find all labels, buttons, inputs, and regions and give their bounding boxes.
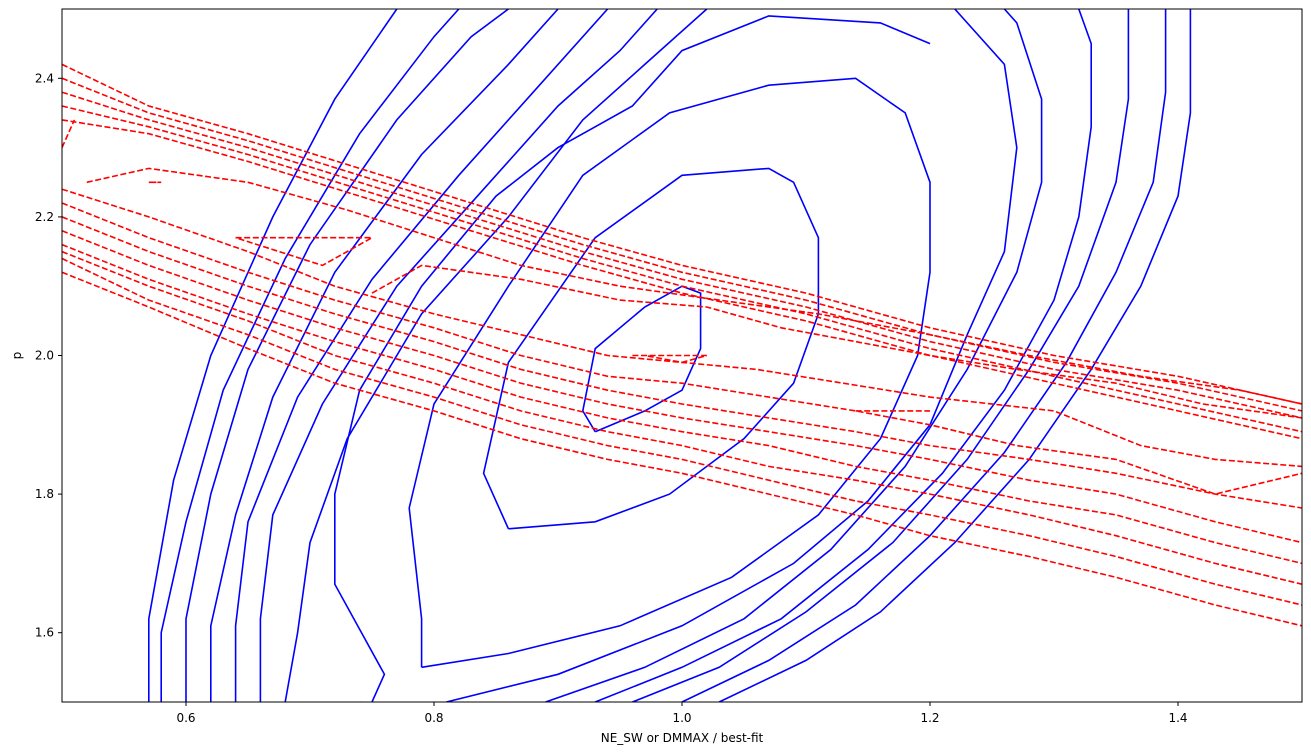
dashed-contour-5 [86,167,1302,405]
solid-contour-16 [681,9,1167,702]
solid-contour-1 [482,167,820,530]
solid-contour-3 [359,701,362,702]
dashed-contour-3 [235,236,376,267]
solid-contour-11 [160,9,460,702]
x-tick-label: 0.8 [424,711,443,725]
dashed-contour-16 [62,243,1302,565]
contour-lines [62,9,1302,702]
solid-contour-9 [210,9,559,702]
dashed-contour-9 [62,105,1302,433]
y-tick-label: 2.4 [35,71,54,85]
dashed-contour-18 [62,257,1302,606]
solid-contour-10 [185,9,509,702]
y-axis-label: p [10,352,24,360]
dashed-contour-0 [632,354,708,364]
dashed-contour-19 [62,271,1302,627]
solid-contour-8 [234,9,609,702]
solid-contour-13 [545,9,1043,702]
dashed-contour-8 [62,91,1302,419]
solid-contour-6 [284,9,708,702]
solid-contour-5 [333,15,931,702]
solid-contour-17 [718,9,1192,702]
x-axis-label: NE_SW or DMMAX / best-fit [601,731,764,745]
solid-contour-4 [446,9,1018,702]
dashed-contour-14 [62,216,1302,509]
x-axis: 0.6 0.8 1.0 1.2 1.4 [176,702,1188,725]
y-tick-label: 1.8 [35,487,54,501]
dashed-contour-13 [62,202,1302,495]
dashed-contour-4 [62,119,76,148]
y-tick-label: 2.0 [35,349,54,363]
solid-contour-7 [259,9,658,702]
dashed-contour-7 [62,77,1302,412]
y-tick-label: 1.6 [35,626,54,640]
dashed-contour-6 [62,63,1302,405]
x-tick-label: 1.4 [1168,711,1187,725]
solid-contour-15 [632,9,1130,702]
x-tick-label: 1.2 [920,711,939,725]
solid-contour-14 [594,9,1092,702]
dashed-contour-15 [62,230,1302,544]
dashed-contour-10 [62,119,1302,440]
dashed-contour-11 [371,264,1302,419]
solid-contour-2 [408,77,931,669]
dashed-contour-12 [62,188,1302,468]
y-axis: 1.6 1.8 2.0 2.2 2.4 [35,71,62,640]
y-tick-label: 2.2 [35,210,54,224]
x-tick-label: 0.6 [176,711,195,725]
x-tick-label: 1.0 [672,711,691,725]
solid-contour-12 [148,9,398,702]
